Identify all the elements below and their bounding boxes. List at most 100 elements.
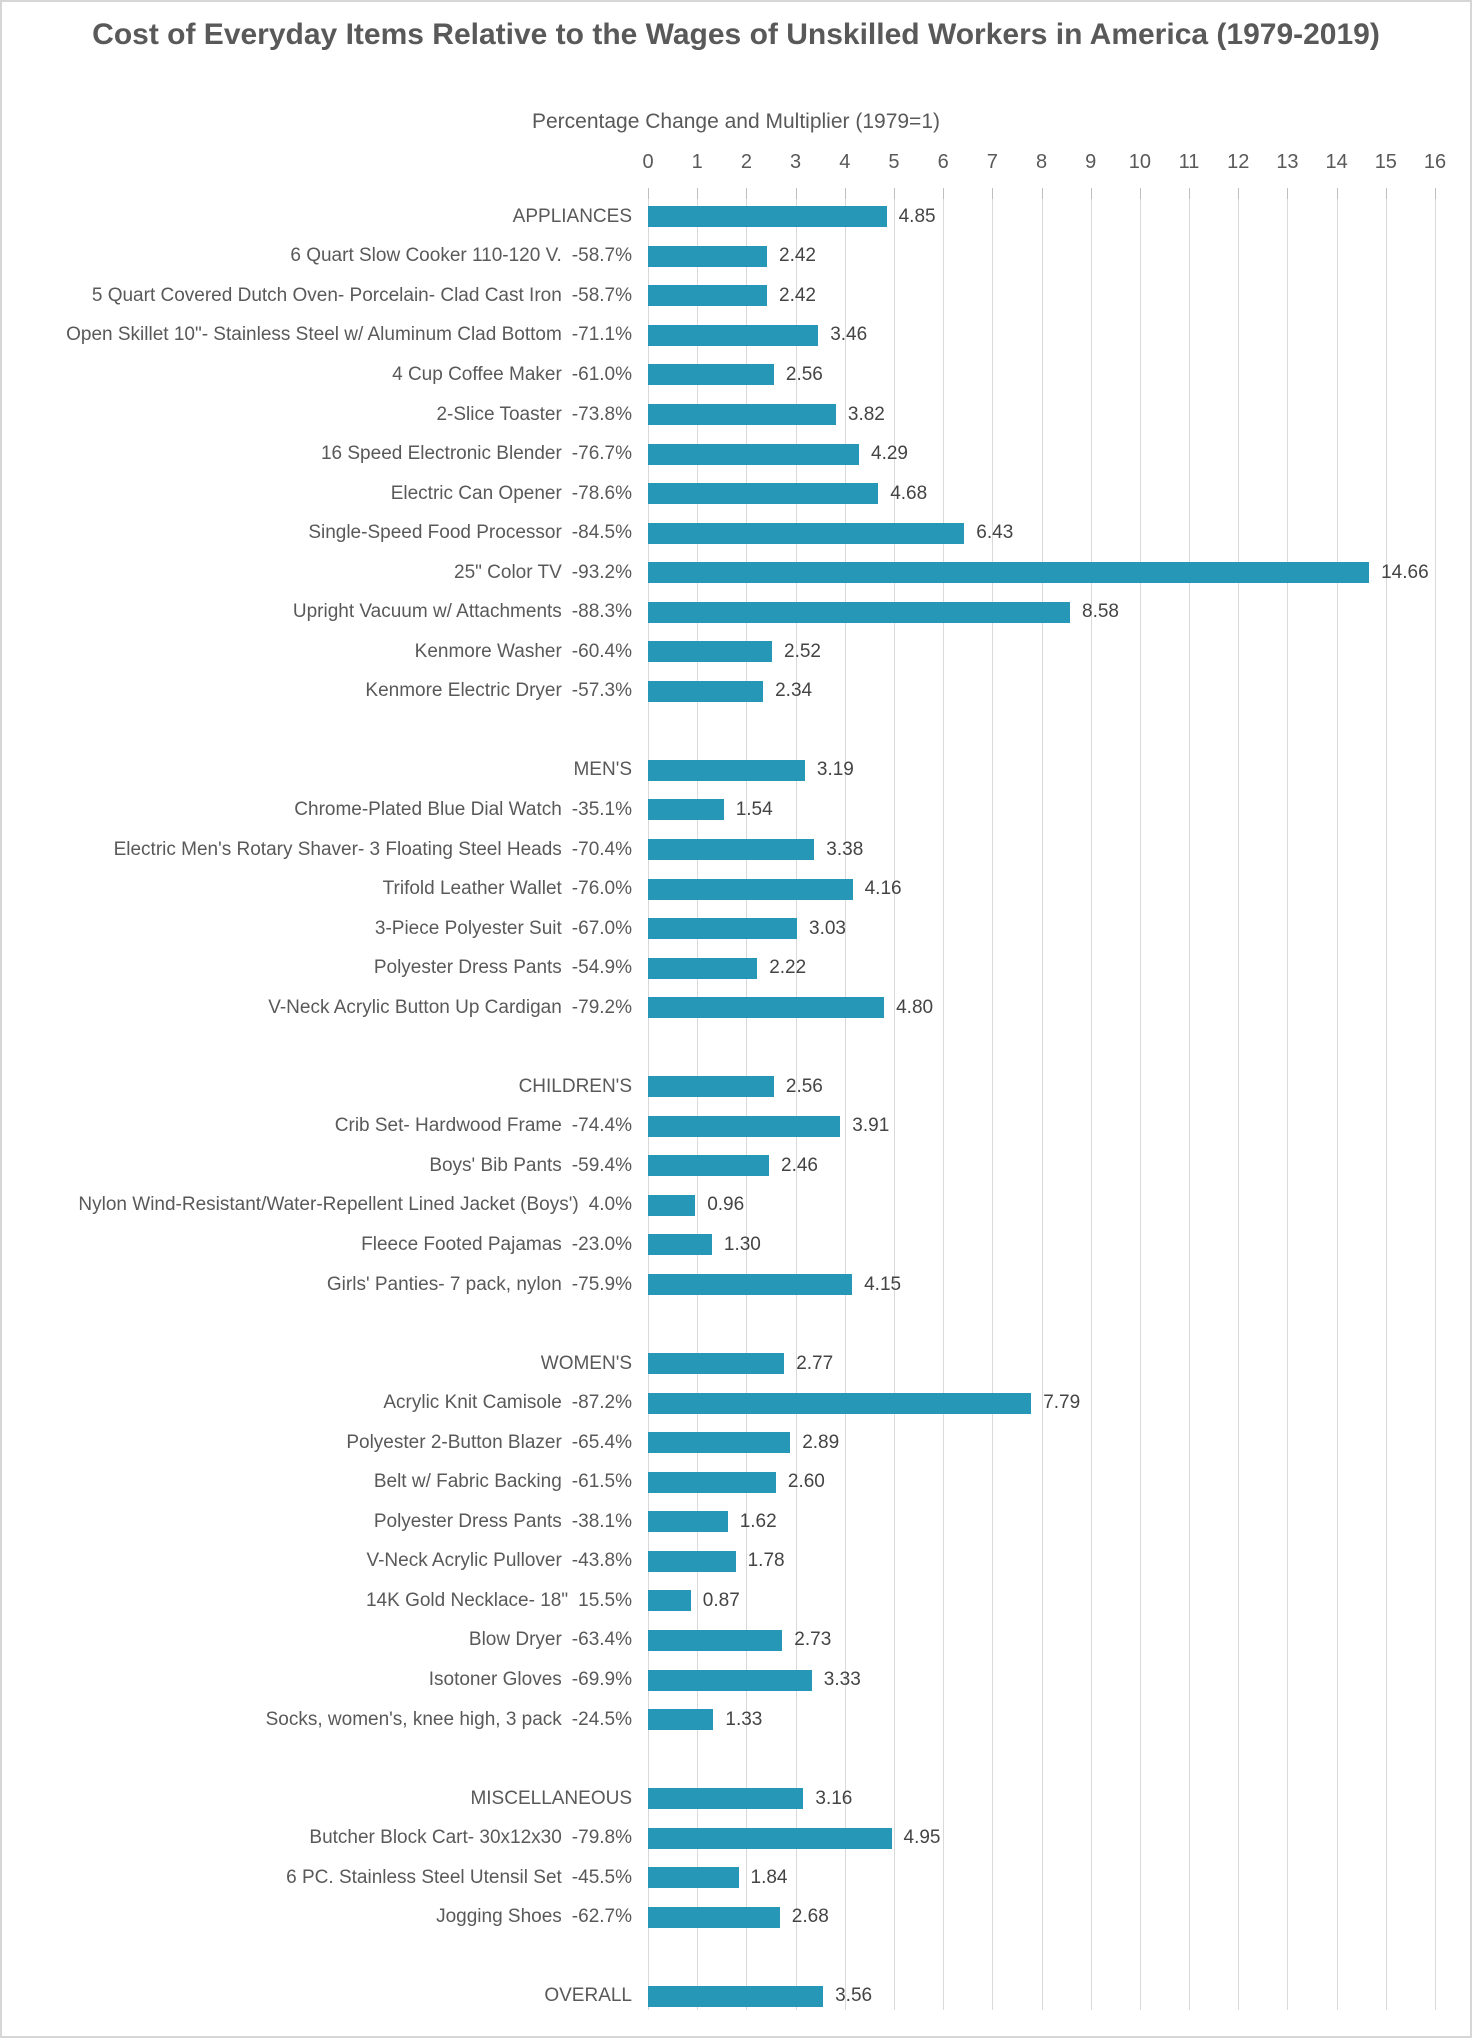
item-pct-change: -76.7%: [571, 443, 632, 465]
bar-value-label: 4.95: [903, 1827, 941, 1849]
item-pct-change: -57.3%: [571, 680, 632, 702]
item-label: Electric Can Opener: [390, 482, 562, 504]
item-label: 3-Piece Polyester Suit: [374, 917, 562, 939]
gridline: [1287, 192, 1289, 2010]
bar: [648, 641, 772, 663]
x-axis-tick-mark: [1336, 188, 1338, 199]
bar-value-label: 7.79: [1043, 1392, 1081, 1414]
item-pct-change: -73.8%: [571, 403, 632, 425]
bar: [648, 1511, 728, 1533]
item-pct-change: -62.7%: [571, 1906, 632, 1928]
bar-value-label: 2.68: [791, 1906, 829, 1928]
x-axis-tick-label: 14: [1325, 151, 1348, 173]
bar-value-label: 4.80: [896, 996, 934, 1018]
bar-value-label: 3.56: [835, 1985, 873, 2007]
bar: [648, 324, 819, 346]
item-pct-change: -70.4%: [571, 838, 632, 860]
bar-row: 16 Speed Electronic Blender -76.7% 4.29: [2, 434, 1470, 474]
item-label: Isotoner Gloves: [428, 1669, 562, 1690]
section-row: OVERALL 3.56: [2, 1977, 1470, 2017]
x-axis-tick-mark: [1435, 188, 1436, 199]
bar-value-label: 2.42: [779, 284, 816, 306]
x-axis-tick-mark: [1090, 188, 1092, 199]
item-label: Kenmore Washer: [414, 640, 562, 662]
item-label: 16 Speed Electronic Blender: [320, 443, 562, 465]
item-label: Blow Dryer: [468, 1629, 562, 1651]
bar: [648, 1906, 780, 1928]
item-pct-change: -23.0%: [571, 1233, 632, 1255]
bar-value-label: 2.52: [784, 640, 821, 662]
bar-value-label: 3.82: [847, 403, 885, 425]
item-pct-change: -87.2%: [571, 1392, 632, 1414]
bar: [648, 522, 965, 544]
bar-row: Electric Can Opener -78.6% 4.68: [2, 474, 1470, 514]
x-axis-tick-label: 11: [1178, 151, 1200, 173]
gridline: [1139, 192, 1141, 2010]
bar-row: Acrylic Knit Camisole -87.2% 7.79: [2, 1383, 1470, 1423]
item-label: Polyester Dress Pants: [373, 1510, 562, 1532]
x-axis-tick-mark: [795, 188, 797, 199]
item-pct-change: -74.4%: [571, 1115, 632, 1137]
bar: [648, 1353, 785, 1375]
bar: [648, 206, 887, 228]
item-pct-change: -24.5%: [571, 1708, 632, 1730]
item-pct-change: -75.9%: [571, 1273, 632, 1295]
bar: [648, 1155, 769, 1177]
bar: [648, 1827, 892, 1849]
gridline: [1385, 192, 1387, 2010]
x-axis-tick-mark: [697, 188, 699, 199]
item-pct-change: -35.1%: [571, 798, 632, 820]
x-axis-tick-mark: [844, 188, 846, 199]
bar-row: 2-Slice Toaster -73.8% 3.82: [2, 395, 1470, 435]
bar: [648, 759, 805, 781]
item-label: Socks, women's, knee high, 3 pack: [265, 1708, 562, 1730]
item-label: Single-Speed Food Processor: [308, 522, 562, 544]
item-label: Crib Set- Hardwood Frame: [334, 1115, 562, 1137]
item-label: 6 PC. Stainless Steel Utensil Set: [286, 1866, 562, 1888]
item-label: V-Neck Acrylic Pullover: [366, 1550, 562, 1572]
gridline: [648, 192, 649, 2010]
item-pct-change: -61.5%: [571, 1471, 632, 1493]
bar-value-label: 8.58: [1082, 601, 1119, 623]
bar: [648, 878, 853, 900]
bar-row: V-Neck Acrylic Pullover -43.8% 1.78: [2, 1542, 1470, 1582]
bar-row: Isotoner Gloves -69.9% 3.33: [2, 1660, 1470, 1700]
chart-title: Cost of Everyday Items Relative to the W…: [92, 18, 1380, 51]
x-axis-tick-mark: [893, 188, 895, 199]
bar-value-label: 0.96: [707, 1194, 745, 1216]
section-gap: [2, 1304, 1470, 1344]
item-label: Kenmore Electric Dryer: [365, 680, 562, 702]
bar: [648, 483, 879, 505]
x-axis-tick-label: 6: [937, 151, 949, 173]
item-pct-change: -79.2%: [571, 996, 632, 1018]
bar-row: Fleece Footed Pajamas -23.0% 1.30: [2, 1225, 1470, 1265]
bar: [648, 1985, 824, 2007]
bar-value-label: 14.66: [1381, 561, 1429, 583]
gridline: [1435, 192, 1436, 2010]
bar-row: 3-Piece Polyester Suit -67.0% 3.03: [2, 909, 1470, 949]
bar-row: Kenmore Electric Dryer -57.3% 2.34: [2, 672, 1470, 712]
item-label: Trifold Leather Wallet: [382, 878, 562, 900]
bar: [648, 1115, 841, 1137]
x-axis-tick-mark: [746, 188, 748, 199]
item-label: Acrylic Knit Camisole: [383, 1392, 562, 1414]
item-label: Jogging Shoes: [436, 1906, 562, 1928]
item-pct-change: -58.7%: [571, 245, 632, 267]
bar-value-label: 2.73: [794, 1629, 832, 1651]
gridline: [893, 192, 895, 2010]
bar-value-label: 3.46: [830, 324, 868, 346]
chart-subtitle: Percentage Change and Multiplier (1979=1…: [531, 110, 940, 133]
bar-value-label: 2.60: [787, 1471, 825, 1493]
bar: [648, 1590, 691, 1612]
bar-row: Kenmore Washer -60.4% 2.52: [2, 632, 1470, 672]
bar: [648, 1709, 714, 1731]
bar-value-label: 3.38: [826, 838, 864, 860]
section-gap: [2, 711, 1470, 751]
bar: [648, 443, 859, 465]
x-axis-tick-mark: [1189, 188, 1191, 199]
bar-value-label: 6.43: [976, 522, 1014, 544]
x-axis-tick-mark: [1287, 188, 1289, 199]
item-label: Nylon Wind-Resistant/Water-Repellent Lin…: [78, 1194, 579, 1216]
bar: [648, 1432, 791, 1454]
